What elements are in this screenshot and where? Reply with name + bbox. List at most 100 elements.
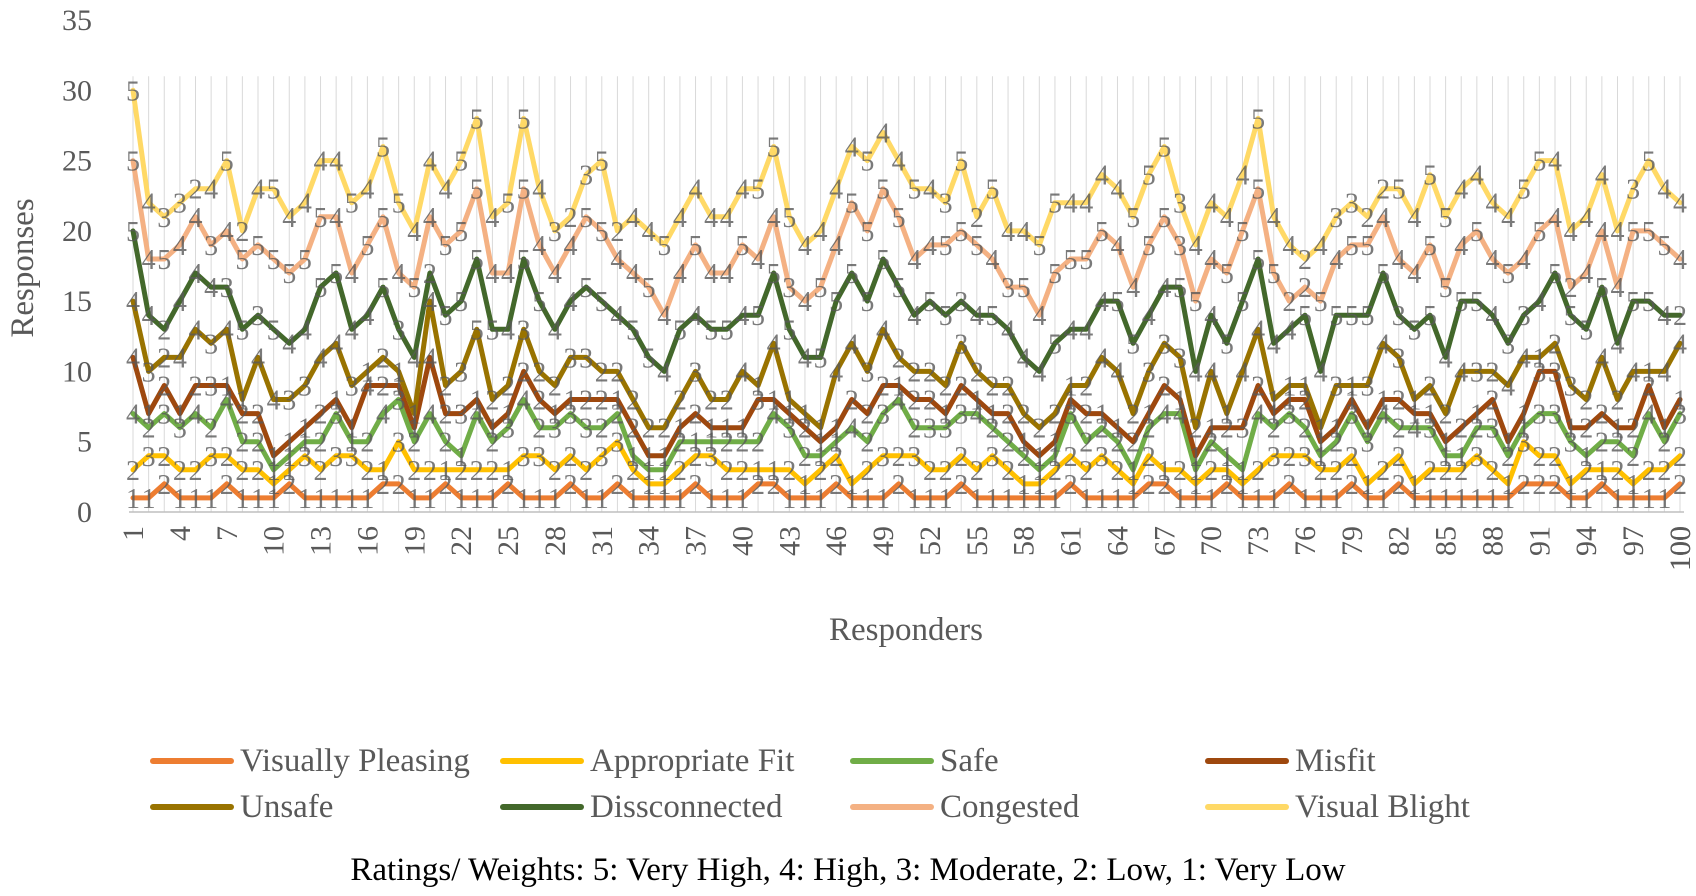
data-label: 1 — [485, 484, 499, 515]
data-label: 5 — [298, 245, 312, 276]
ratings-footnote: Ratings/ Weights: 5: Very High, 4: High,… — [350, 852, 1346, 888]
data-label: 4 — [970, 301, 984, 332]
legend-label: Dissconnected — [590, 788, 783, 825]
data-label: 1 — [267, 442, 281, 473]
legend-item: Congested — [850, 784, 1079, 830]
data-label: 2 — [1032, 414, 1046, 445]
x-tick-label: 22 — [445, 526, 478, 556]
data-label: 2 — [829, 442, 843, 473]
data-label: 5 — [860, 287, 874, 318]
data-label: 5 — [642, 343, 656, 374]
data-label: 1 — [1657, 414, 1671, 445]
legend-item: Appropriate Fit — [500, 738, 794, 784]
x-tick-label: 1 — [117, 526, 150, 541]
data-label: 2 — [532, 386, 546, 417]
x-tick-label: 49 — [867, 526, 900, 556]
data-label: 1 — [1439, 442, 1453, 473]
data-label: 4 — [1642, 400, 1656, 431]
data-label: 1 — [1235, 456, 1249, 487]
data-label: 1 — [798, 484, 812, 515]
data-label: 2 — [1673, 470, 1687, 501]
x-tick-label: 88 — [1476, 526, 1509, 556]
data-label: 1 — [1329, 484, 1343, 515]
data-label: 3 — [1673, 400, 1687, 431]
x-tick-label: 58 — [1008, 526, 1041, 556]
data-label: 3 — [454, 400, 468, 431]
data-label: 1 — [532, 484, 546, 515]
data-label: 3 — [1360, 371, 1374, 402]
data-label: 2 — [1282, 287, 1296, 318]
data-label: 1 — [1032, 470, 1046, 501]
data-label: 2 — [485, 456, 499, 487]
data-label: 5 — [439, 301, 453, 332]
data-label: 2 — [657, 414, 671, 445]
data-label: 4 — [845, 133, 859, 164]
data-label: 4 — [1610, 329, 1624, 360]
x-tick-label: 25 — [492, 526, 525, 556]
data-label: 2 — [673, 428, 687, 459]
data-label: 1 — [1470, 400, 1484, 431]
data-label: 5 — [1423, 301, 1437, 332]
data-label: 5 — [1126, 203, 1140, 234]
data-label: 2 — [360, 456, 374, 487]
data-label: 2 — [548, 371, 562, 402]
data-label: 2 — [1126, 428, 1140, 459]
data-label: 4 — [1267, 329, 1281, 360]
data-label: 4 — [673, 259, 687, 290]
data-label: 4 — [501, 315, 515, 346]
data-label: 1 — [845, 470, 859, 501]
data-label: 2 — [251, 456, 265, 487]
y-tick-label: 5 — [77, 426, 92, 459]
data-label: 5 — [657, 231, 671, 262]
data-label: 3 — [298, 442, 312, 473]
data-label: 5 — [376, 203, 390, 234]
data-label: 4 — [1407, 203, 1421, 234]
data-label: 3 — [204, 231, 218, 262]
data-label: 1 — [1298, 484, 1312, 515]
data-label: 1 — [407, 400, 421, 431]
data-label: 1 — [782, 386, 796, 417]
data-label: 4 — [1610, 273, 1624, 304]
data-label: 3 — [204, 329, 218, 360]
data-label: 2 — [954, 371, 968, 402]
data-label: 2 — [1657, 456, 1671, 487]
data-label: 3 — [345, 371, 359, 402]
data-label: 1 — [1360, 414, 1374, 445]
data-label: 3 — [1532, 400, 1546, 431]
data-label: 1 — [657, 442, 671, 473]
data-label: 3 — [1626, 175, 1640, 206]
series-line — [130, 439, 1683, 487]
y-tick-label: 0 — [77, 496, 92, 529]
data-label: 1 — [564, 386, 578, 417]
data-label: 5 — [1017, 273, 1031, 304]
data-label: 1 — [985, 400, 999, 431]
data-label: 4 — [689, 301, 703, 332]
data-label: 3 — [579, 343, 593, 374]
data-label: 4 — [1564, 217, 1578, 248]
legend-label: Safe — [940, 742, 999, 779]
data-label: 2 — [220, 470, 234, 501]
data-label: 5 — [1548, 259, 1562, 290]
data-label: 1 — [1032, 484, 1046, 515]
data-label: 1 — [485, 414, 499, 445]
data-label: 4 — [360, 301, 374, 332]
data-label: 1 — [860, 484, 874, 515]
data-label: 1 — [501, 400, 515, 431]
data-label: 4 — [1376, 400, 1390, 431]
data-label: 1 — [1282, 386, 1296, 417]
data-label: 1 — [1564, 414, 1578, 445]
data-label: 3 — [1298, 442, 1312, 473]
data-label: 3 — [157, 400, 171, 431]
data-label: 3 — [1345, 400, 1359, 431]
data-label: 2 — [157, 442, 171, 473]
data-label: 5 — [907, 175, 921, 206]
legend-swatch — [1205, 758, 1289, 764]
data-label: 3 — [939, 189, 953, 220]
data-label: 3 — [1329, 203, 1343, 234]
data-label: 2 — [564, 442, 578, 473]
data-label: 1 — [1423, 400, 1437, 431]
data-label: 1 — [642, 456, 656, 487]
data-label: 2 — [782, 456, 796, 487]
data-label: 2 — [1173, 456, 1187, 487]
